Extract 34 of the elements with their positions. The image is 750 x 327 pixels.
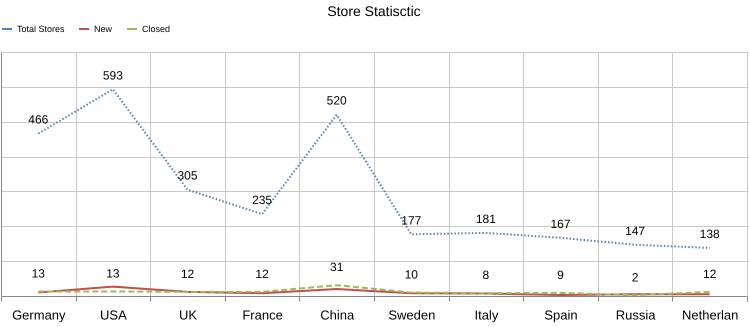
data-label: 2 [632,270,639,284]
data-label: 13 [106,266,120,280]
chart-title: Store Statisctic [327,3,421,19]
data-label: 177 [401,213,422,228]
data-label: 520 [326,94,348,108]
data-label: 147 [625,224,646,238]
data-label: 138 [700,226,720,241]
legend-label: Total Stores [17,24,66,34]
x-tick-label: Germany [12,308,66,322]
data-label: 466 [28,112,49,127]
x-tick-label: Italy [474,308,499,322]
data-label: 305 [177,168,198,183]
data-label: 9 [557,268,564,282]
x-tick-label: France [242,308,283,322]
data-label: 12 [255,266,270,281]
x-tick-label: Spain [544,308,578,322]
data-label: 181 [476,212,496,226]
x-tick-label: Sweden [388,308,436,322]
x-tick-label: UK [178,308,198,322]
legend-label: New [94,24,113,34]
data-label: 12 [703,266,717,281]
data-label: 235 [252,193,272,208]
data-label: 593 [102,68,124,82]
x-tick-label: China [320,308,355,322]
data-label: 13 [32,266,46,280]
x-tick-label: Netherlan [682,308,738,322]
data-label: 12 [180,266,194,281]
data-label: 31 [330,260,344,274]
x-tick-label: Russia [616,308,656,322]
data-label: 10 [404,268,418,282]
legend-label: Closed [142,24,170,34]
data-label: 167 [550,216,571,231]
x-tick-label: USA [100,308,128,322]
data-label: 8 [482,268,490,282]
